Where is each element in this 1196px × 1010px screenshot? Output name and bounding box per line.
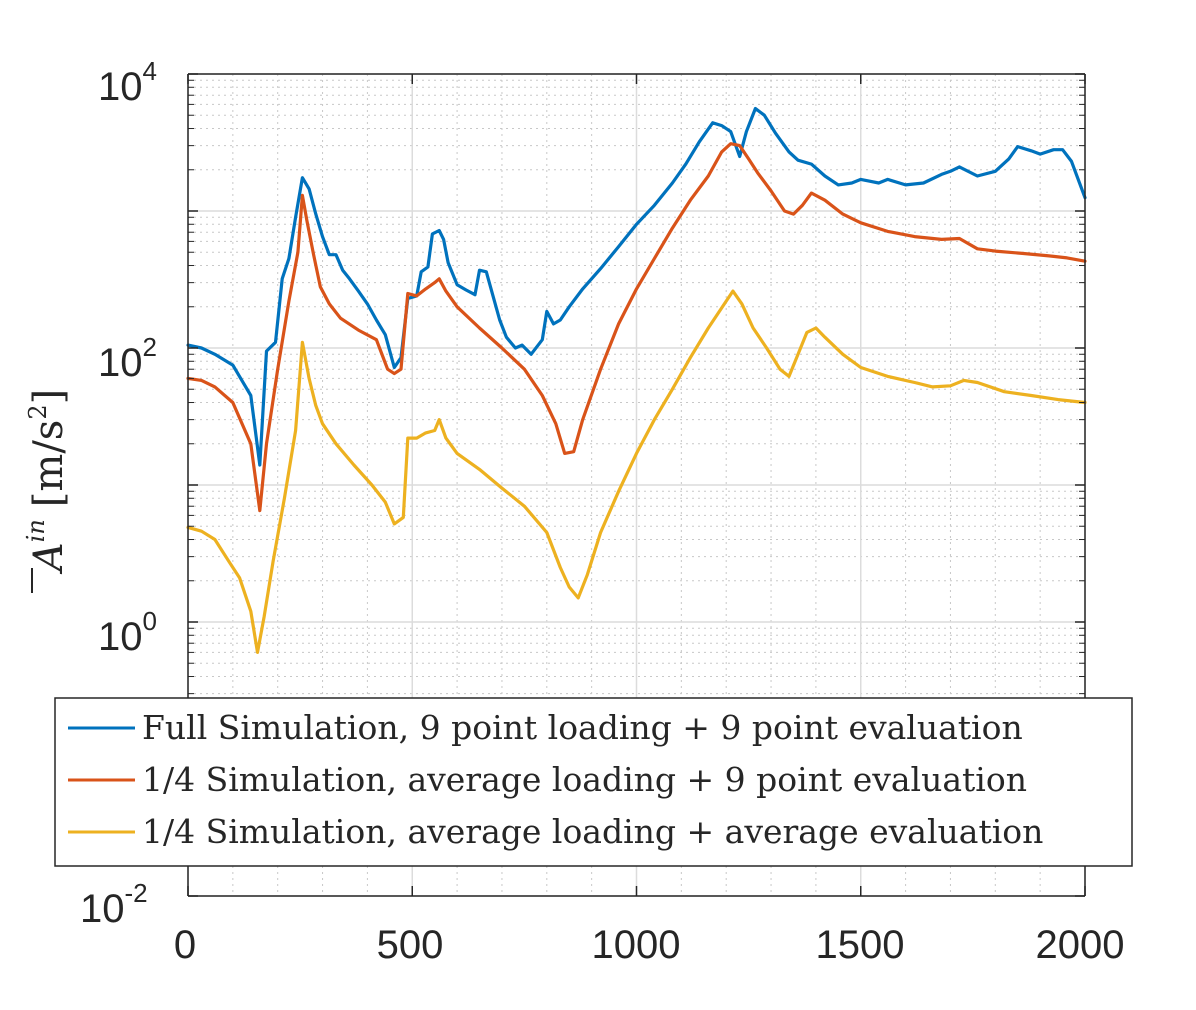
series-layer [186,106,1087,655]
y-tick-label: 100 [98,606,157,659]
x-tick-label: 1500 [816,923,905,967]
y-axis-label-text: Ain [m/s2] [22,389,72,575]
y-axis-label: Ain [m/s2] [22,389,72,593]
y-tick-labels: 104 102 100 10-2 [80,56,157,931]
y-tick-base: 10 [98,65,143,109]
x-tick-label: 500 [377,923,444,967]
legend-label: 1/4 Simulation, average loading + 9 poin… [142,760,1027,799]
legend-entry: Full Simulation, 9 point loading + 9 poi… [68,708,1023,747]
tick-marks [187,73,1086,897]
x-tick-label: 0 [174,923,196,967]
y-tick-exponent: 0 [143,606,157,636]
y-tick-exponent: 2 [143,332,157,362]
y-axis-unit-exponent: 2 [24,404,52,419]
legend-label: 1/4 Simulation, average loading + averag… [142,812,1043,851]
y-tick-base: 10 [98,341,143,385]
x-tick-labels: 0 500 1000 1500 2000 [174,923,1125,967]
x-tick-label: 2000 [1036,923,1125,967]
y-tick-exponent: 4 [143,56,157,86]
legend: Full Simulation, 9 point loading + 9 poi… [54,697,1133,867]
legend-box [54,697,1133,867]
legend-entry: 1/4 Simulation, average loading + averag… [68,812,1043,851]
y-tick-exponent: -2 [125,878,148,908]
y-tick-base: 10 [80,887,125,931]
y-axis-unit-close: ] [26,389,72,405]
y-tick-base: 10 [98,615,143,659]
legend-label: Full Simulation, 9 point loading + 9 poi… [142,708,1023,747]
series-line-2 [186,142,1087,513]
y-axis-symbol: A [26,542,72,575]
y-tick-label: 10-2 [80,878,148,931]
series-line-3 [186,289,1087,655]
series-line-1 [186,106,1087,467]
y-axis-unit: [m/s [26,420,72,508]
y-tick-label: 102 [98,332,157,385]
y-axis-superscript: in [22,519,50,542]
legend-entry: 1/4 Simulation, average loading + 9 poin… [68,760,1027,799]
x-tick-label: 1000 [592,923,681,967]
y-tick-label: 104 [98,56,157,109]
